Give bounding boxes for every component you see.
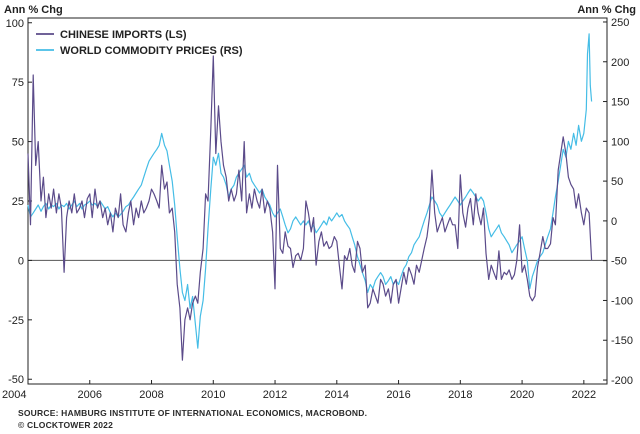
left-y-axis: -50 -25 0 25 50 75 100 xyxy=(6,18,32,386)
left-tick-label: 50 xyxy=(12,137,24,149)
left-tick-label: -25 xyxy=(8,315,24,327)
right-tick-label: 250 xyxy=(611,17,629,29)
left-axis-label: Ann % Chg xyxy=(4,4,63,16)
x-axis: 2004 2006 2008 2010 2012 2014 2016 2018 2020 2022 xyxy=(2,380,596,401)
right-tick-label: -200 xyxy=(611,375,633,387)
right-tick-label: 150 xyxy=(611,97,629,109)
x-tick-label: 2010 xyxy=(201,389,225,401)
right-y-axis: -200 -150 -100 -50 0 50 100 150 200 250 xyxy=(603,17,633,387)
left-tick-label: 25 xyxy=(12,196,24,208)
right-tick-label: -150 xyxy=(611,335,633,347)
x-tick-label: 2008 xyxy=(139,389,163,401)
legend-label: WORLD COMMODITY PRICES (RS) xyxy=(60,45,243,57)
plot-border xyxy=(27,17,608,385)
left-tick-label: 0 xyxy=(18,255,24,267)
right-tick-label: 200 xyxy=(611,57,629,69)
right-tick-label: 100 xyxy=(611,136,629,148)
source-note: SOURCE: HAMBURG INSTITUTE OF INTERNATION… xyxy=(18,408,368,418)
left-tick-label: 75 xyxy=(12,77,24,89)
x-tick-label: 2018 xyxy=(448,389,472,401)
right-tick-label: -50 xyxy=(611,256,627,268)
x-tick-label: 2006 xyxy=(78,389,102,401)
x-tick-label: 2012 xyxy=(263,389,287,401)
plot-frame xyxy=(27,17,608,385)
right-tick-label: 0 xyxy=(611,216,617,228)
x-tick-label: 2016 xyxy=(386,389,410,401)
x-tick-label: 2020 xyxy=(510,389,534,401)
right-tick-label: -100 xyxy=(611,295,633,307)
left-tick-label: 100 xyxy=(6,18,24,30)
chinese-imports-line xyxy=(27,55,593,361)
world-commodity-prices-line xyxy=(27,33,593,349)
legend-label: CHINESE IMPORTS (LS) xyxy=(60,29,187,41)
series-layer xyxy=(27,33,593,361)
left-tick-label: -50 xyxy=(8,374,24,386)
right-axis-label: Ann % Chg xyxy=(577,4,636,16)
legend: CHINESE IMPORTS (LS) WORLD COMMODITY PRIC… xyxy=(36,29,243,57)
x-tick-label: 2004 xyxy=(2,389,26,401)
x-tick-label: 2022 xyxy=(572,389,596,401)
right-tick-label: 50 xyxy=(611,176,623,188)
x-tick-label: 2014 xyxy=(325,389,349,401)
copyright-note: © CLOCKTOWER 2022 xyxy=(18,420,113,430)
